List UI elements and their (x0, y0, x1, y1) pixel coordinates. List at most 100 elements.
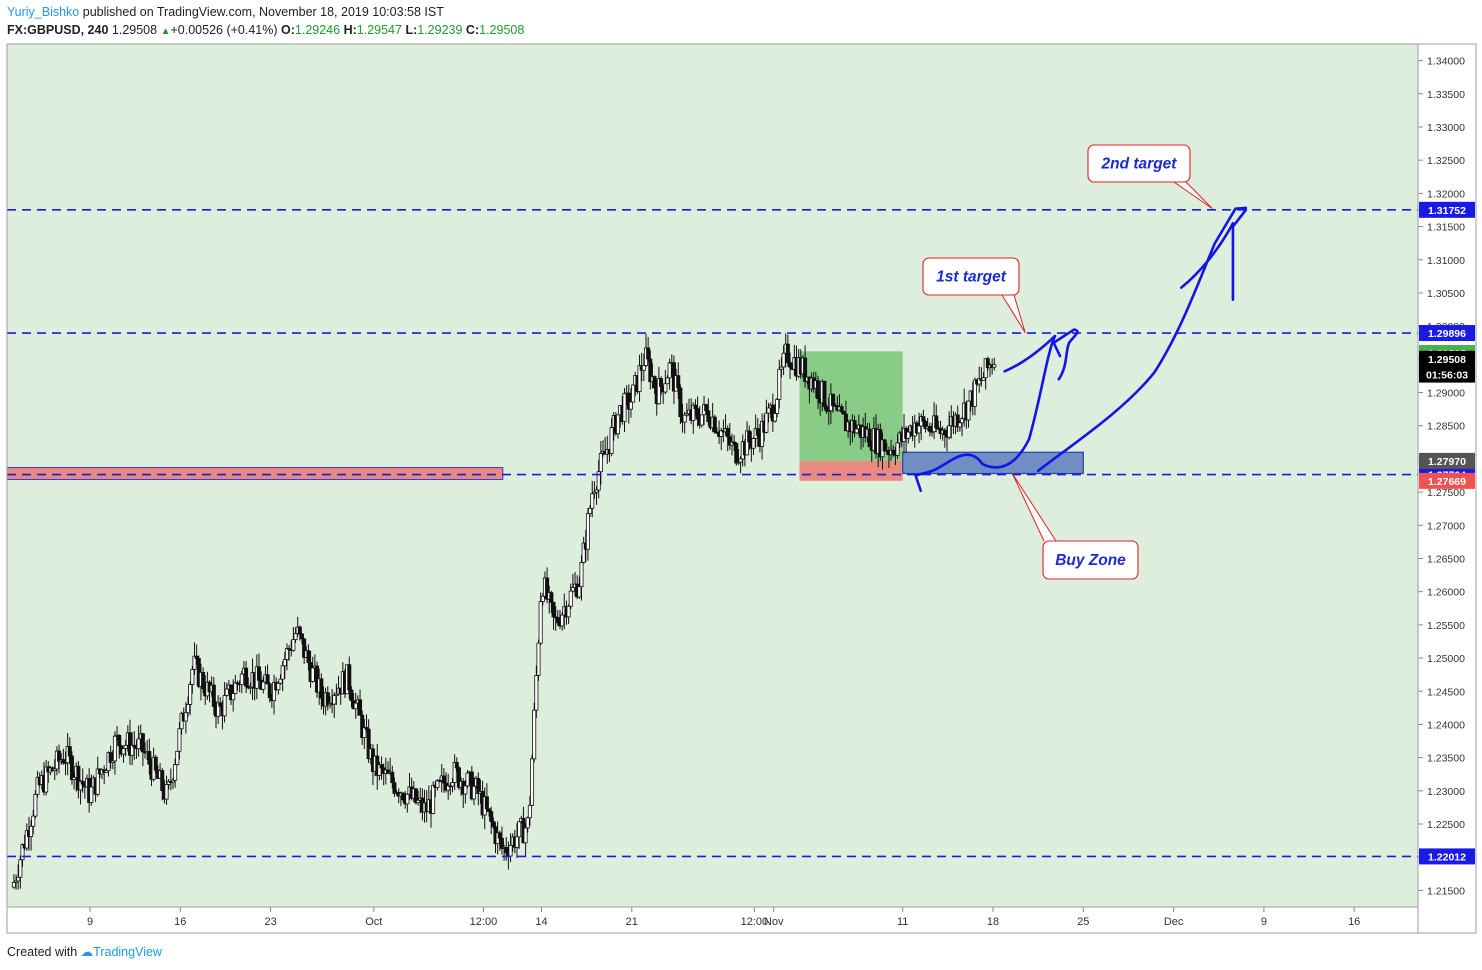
created-with-text: Created with (7, 945, 78, 959)
candle-body (725, 428, 730, 438)
time-tick-label: 14 (535, 916, 547, 928)
candle-body (947, 425, 952, 438)
level-price-tag-label: 1.22012 (1428, 851, 1466, 863)
candle-body (362, 727, 367, 738)
candle-body (57, 750, 62, 762)
candle-body (747, 430, 752, 443)
candle-body (18, 859, 23, 878)
candle-body (463, 785, 468, 795)
candle-body (906, 431, 911, 439)
candle-body (385, 769, 390, 774)
first-target-callout: 1st target (922, 257, 1026, 334)
candle-body (822, 381, 827, 408)
candle-body (966, 400, 971, 421)
candle-body (895, 442, 900, 456)
candle-body (44, 766, 49, 793)
candle-body (364, 727, 369, 730)
candle-body (121, 748, 126, 755)
candle-body (560, 614, 565, 627)
candle-body (20, 844, 25, 861)
price-tag (1419, 472, 1475, 489)
candle-body (69, 755, 74, 780)
time-tick-label: 16 (1348, 916, 1360, 928)
candle-body (349, 689, 354, 701)
candle-body (775, 399, 780, 414)
price-tick-label: 1.27000 (1427, 520, 1465, 532)
candle-body (72, 777, 77, 780)
callout-pointer (1173, 181, 1213, 210)
publish-line: Yuriy_Bishko published on TradingView.co… (7, 3, 524, 21)
tradingview-brand[interactable]: TradingView (93, 945, 162, 959)
candle-body (517, 821, 522, 838)
level-price-tag (1419, 325, 1475, 342)
callout-pointer (1001, 294, 1026, 334)
close-label: C: (465, 23, 480, 37)
price-tick-label: 1.32000 (1427, 188, 1465, 200)
candle-body (867, 428, 872, 448)
price-tick-label: 1.21500 (1427, 885, 1465, 897)
candle-body (577, 586, 582, 598)
change-value: +0.00526 (+0.41%) (170, 23, 278, 37)
candles-layer (11, 333, 997, 890)
candle-body (211, 684, 216, 707)
candle-body (699, 414, 704, 426)
candle-body (454, 761, 459, 769)
candle-body (734, 443, 739, 464)
open-value: 1.29246 (294, 23, 341, 37)
candle-body (712, 416, 717, 433)
candle-body (704, 404, 709, 412)
candle-body (231, 693, 236, 701)
candle-body (676, 375, 681, 389)
candle-body (248, 686, 253, 689)
close-value: 1.29508 (479, 23, 525, 37)
candle-body (764, 412, 769, 433)
candle-body (89, 786, 94, 803)
chart-frame (6, 43, 1477, 934)
candle-body (745, 430, 750, 456)
callout-label: 1st target (936, 269, 1007, 286)
candle-body (540, 595, 545, 602)
candle-body (293, 633, 298, 640)
candle-body (622, 392, 627, 422)
candle-body (788, 362, 793, 368)
level-price-tag (1419, 848, 1475, 865)
candle-body (530, 758, 535, 806)
candle-body (222, 695, 227, 717)
candle-body (637, 365, 642, 392)
candle-body (695, 408, 700, 420)
first-target-arrow (1003, 328, 1079, 381)
price-tick-label: 1.26000 (1427, 587, 1465, 599)
candle-body (450, 782, 455, 787)
candle-body (413, 788, 418, 804)
author-link[interactable]: Yuriy_Bishko (7, 5, 80, 19)
low-label: L: (405, 23, 418, 37)
level-price-tag (1419, 201, 1475, 218)
candle-body (489, 811, 494, 822)
candle-body (772, 413, 777, 422)
candle-body (147, 751, 152, 765)
candle-body (596, 471, 601, 491)
candle-body (491, 821, 496, 828)
candle-body (682, 414, 687, 423)
price-tick-label: 1.34000 (1427, 56, 1465, 68)
candle-body (803, 357, 808, 382)
candle-body (465, 772, 470, 787)
price-tag-label: 01:56:03 (1426, 370, 1468, 382)
buy-zone-callout: Buy Zone (1011, 473, 1139, 580)
candle-body (549, 592, 554, 603)
up-arrow-icon: ▲ (160, 26, 171, 37)
level-price-tag-label: 1.31752 (1428, 205, 1466, 217)
candle-body (278, 678, 283, 684)
candle-body (224, 688, 229, 696)
candle-body (441, 775, 446, 784)
candle-body (437, 780, 442, 782)
candle-body (831, 393, 836, 407)
candle-body (981, 377, 986, 381)
candle-body (659, 378, 664, 387)
high-label: H: (343, 23, 357, 37)
candle-body (678, 387, 683, 418)
candle-body (52, 768, 57, 772)
candle-body (977, 378, 982, 385)
